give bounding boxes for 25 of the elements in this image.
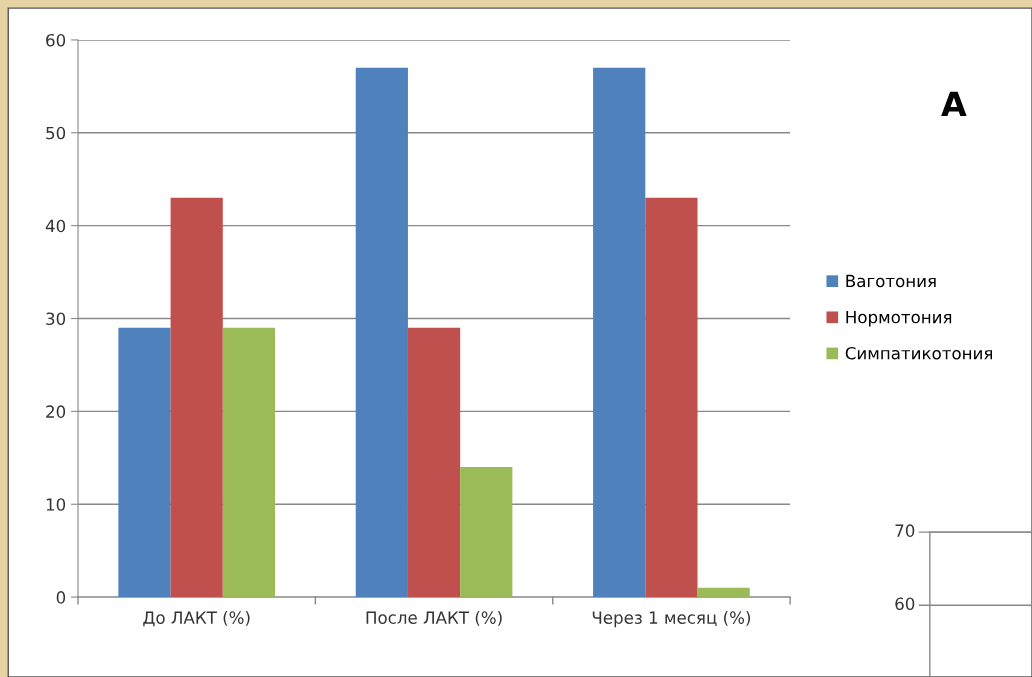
x-tick-label: Через 1 месяц (%) [592,611,751,628]
y-tick-label: 20 [46,405,66,418]
bar [645,197,698,598]
bar [460,467,513,598]
bar [355,67,408,598]
legend-label: Ваготония [846,274,936,288]
y-tick-label: 30 [46,312,66,326]
y-tick-label: 10 [46,498,66,511]
y-tick-label: 60 [46,33,66,47]
bar [593,67,646,598]
y-tick-label: 40 [45,219,66,233]
text: 70 [895,524,915,537]
bar [222,327,276,598]
bar [170,197,223,598]
x-tick-label: До ЛАКТ (%) [143,611,250,627]
text: A [941,91,967,116]
y-tick-label: 50 [46,126,66,140]
bar [118,327,171,598]
y-tick-label: 0 [56,591,66,604]
bar [407,327,461,598]
text: 60 [895,597,915,611]
legend-label: Симпатикотония [845,346,992,360]
bar [697,587,750,598]
legend-label: Нормотония [846,310,952,327]
x-tick-label: После ЛАКТ (%) [366,611,502,626]
